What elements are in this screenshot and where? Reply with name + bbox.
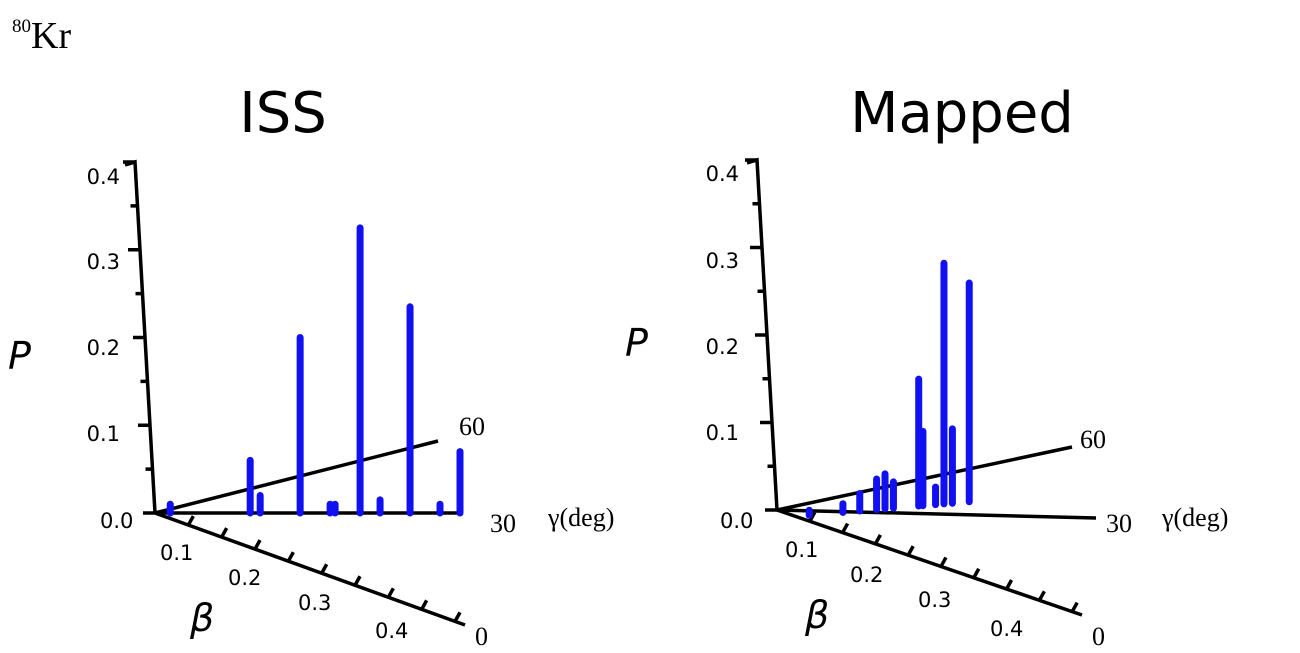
- beta-tick-mark: [353, 575, 362, 587]
- beta-tick-label: 0: [475, 622, 488, 651]
- chart-mapped: Mapped P β 30 60 γ(deg) 0.4 0.3 0.2 0.1 …: [625, 81, 1228, 651]
- beta-tick-mark: [286, 551, 295, 563]
- beta-axis-label: β: [189, 596, 214, 640]
- z-tick-label: 0.1: [87, 422, 120, 446]
- beta-tick-label: 0.1: [160, 541, 193, 565]
- beta-axis-line: [154, 511, 466, 627]
- p-axis-label: P: [8, 334, 31, 378]
- gamma-axis-label: γ(deg): [1161, 503, 1228, 532]
- beta-tick-mark: [1005, 579, 1014, 590]
- beta-tick-label: 0.2: [228, 566, 261, 590]
- beta-tick-mark: [1070, 601, 1079, 613]
- z-tick-label: 0.2: [706, 335, 739, 359]
- z-tick-label: 0.4: [706, 162, 739, 186]
- beta-tick-mark: [220, 527, 229, 538]
- beta-tick-mark: [906, 545, 915, 557]
- beta-tick-label: 0.2: [850, 563, 883, 587]
- gamma-tick-30: 30: [1106, 509, 1132, 538]
- z-tick-label: 0.1: [706, 421, 739, 445]
- chart-iss: ISS P β 30 60 γ(deg) 0.4 0.3 0.2 0.1 0.0…: [8, 81, 614, 651]
- beta-tick-mark: [841, 522, 850, 534]
- beta-tick-mark: [873, 534, 882, 545]
- beta-tick-label: 0.3: [298, 591, 331, 615]
- beta-tick-mark: [972, 567, 981, 579]
- gamma-30-line: [776, 508, 1097, 520]
- z-tick-label: 0.4: [87, 165, 120, 189]
- beta-tick-mark: [453, 611, 462, 623]
- beta-tick-mark: [420, 599, 429, 611]
- beta-tick-label: 0.4: [375, 619, 408, 643]
- beta-tick-mark: [939, 556, 948, 568]
- chart-title: Mapped: [850, 81, 1074, 146]
- z-tick-label: 0.0: [100, 509, 133, 533]
- z-tick-label: 0.2: [87, 336, 120, 360]
- beta-axis-line: [776, 508, 1083, 617]
- beta-tick-label: 0.4: [990, 617, 1023, 641]
- gamma-tick-30: 30: [490, 509, 516, 538]
- p-axis-label: P: [625, 321, 648, 365]
- chart-title: ISS: [239, 81, 327, 146]
- beta-tick-mark: [1037, 590, 1046, 602]
- nucleus-label: 80Kr: [12, 14, 71, 58]
- beta-tick-label: 0.3: [918, 588, 951, 612]
- gamma-tick-60: 60: [1080, 425, 1106, 454]
- beta-tick-label: 0.1: [785, 538, 818, 562]
- beta-axis-label: β: [804, 593, 829, 637]
- beta-tick-mark: [386, 587, 395, 599]
- mass-number: 80: [12, 16, 31, 37]
- gamma-tick-60: 60: [459, 412, 485, 441]
- gamma-60-line: [154, 439, 439, 515]
- gamma-axis-label: γ(deg): [547, 503, 614, 532]
- z-tick-label: 0.0: [720, 509, 753, 533]
- beta-tick-mark: [253, 539, 262, 550]
- element-symbol: Kr: [31, 15, 72, 57]
- z-tick-label: 0.3: [87, 250, 120, 274]
- z-tick-label: 0.3: [706, 249, 739, 273]
- beta-tick-mark: [320, 563, 329, 575]
- beta-tick-label: 0: [1092, 622, 1105, 651]
- beta-tick-mark: [186, 515, 195, 526]
